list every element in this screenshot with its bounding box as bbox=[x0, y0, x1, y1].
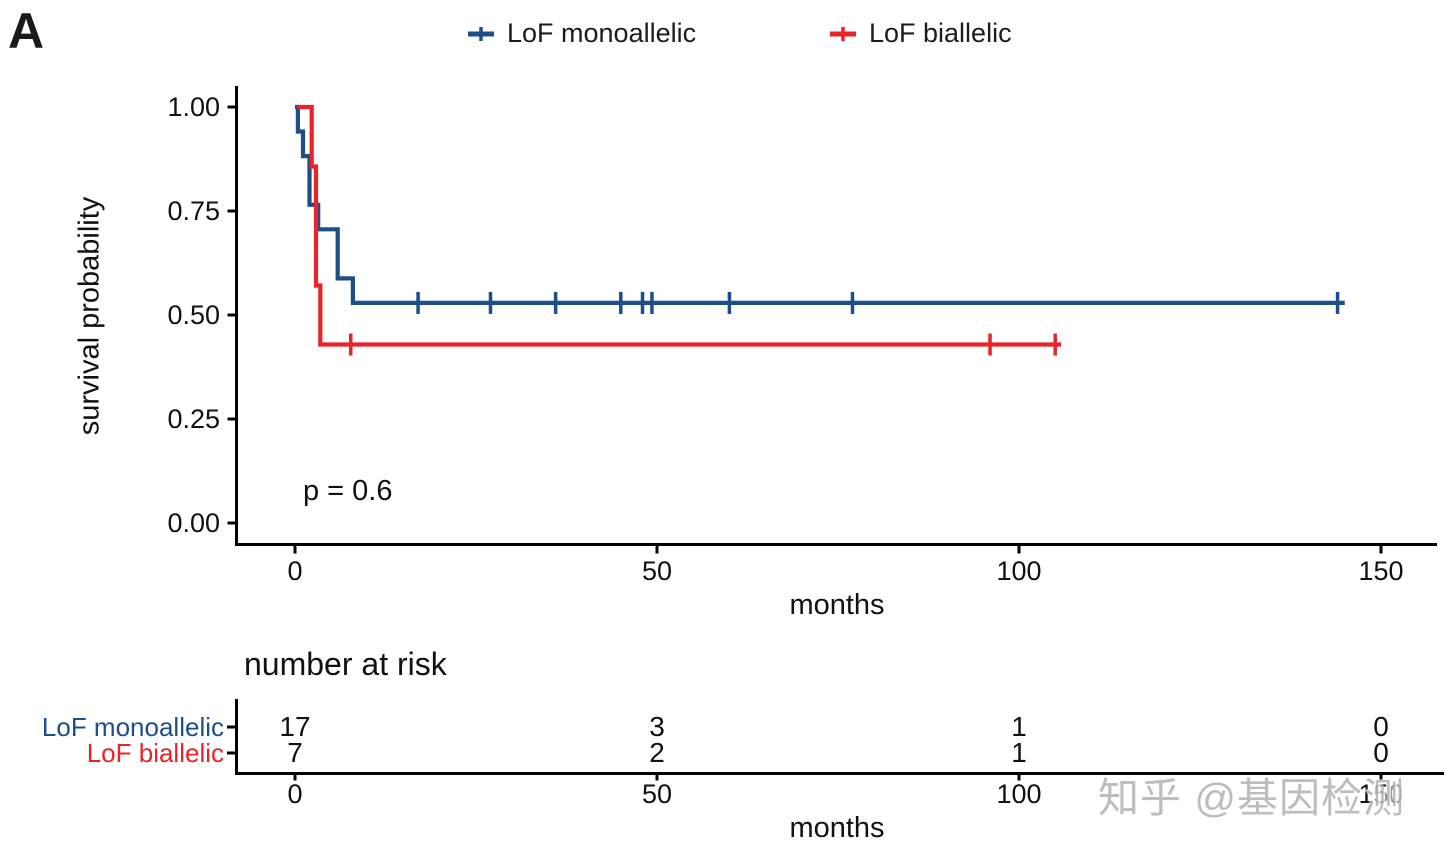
legend-label-biallelic: LoF biallelic bbox=[869, 18, 1012, 48]
plot-axes bbox=[235, 86, 1437, 546]
y-axis-title: survival probability bbox=[73, 196, 106, 436]
km-curve bbox=[295, 104, 1345, 305]
panel-label: A bbox=[8, 3, 45, 59]
risk-x-axis-title: months bbox=[789, 812, 885, 844]
risk-axes bbox=[235, 699, 1444, 775]
legend-item-lof-biallelic: LoF biallelic bbox=[828, 18, 1012, 49]
legend-item-lof-monoallelic: LoF monoallelic bbox=[466, 18, 696, 49]
risk-table-title: number at risk bbox=[244, 646, 447, 682]
risk-row-label-biallelic: LoF biallelic bbox=[86, 738, 224, 768]
risk-row-label-monoallelic: LoF monoallelic bbox=[41, 712, 224, 742]
pvalue-annotation: p = 0.6 bbox=[303, 475, 393, 507]
watermark: 知乎 @基因检测 bbox=[1098, 775, 1406, 821]
legend-label-monoallelic: LoF monoallelic bbox=[507, 18, 697, 48]
x-axis-title: months bbox=[789, 589, 885, 621]
plus-marker-icon bbox=[830, 26, 856, 41]
km-curve bbox=[297, 104, 1061, 347]
plus-marker-icon bbox=[468, 26, 494, 41]
